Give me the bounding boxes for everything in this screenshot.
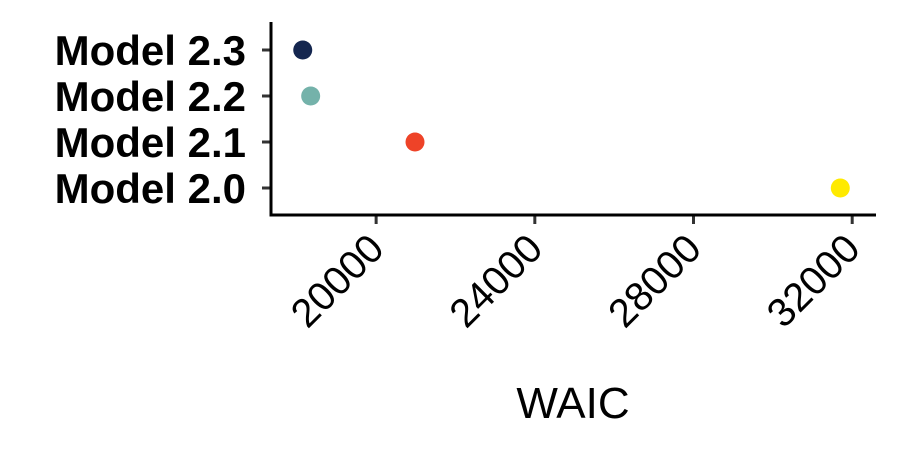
x-tick-label: 28000 <box>600 226 710 336</box>
x-axis-label: WAIC <box>516 379 629 428</box>
data-points <box>293 40 850 198</box>
x-tick-label: 32000 <box>759 226 869 336</box>
data-point-model-2-3 <box>293 40 313 60</box>
data-point-model-2-2 <box>301 86 321 106</box>
y-tick-label: Model 2.0 <box>55 165 246 212</box>
x-tick-label: 20000 <box>283 226 393 336</box>
data-point-model-2-1 <box>405 132 425 152</box>
data-point-model-2-0 <box>830 178 850 198</box>
y-tick-label: Model 2.1 <box>55 119 246 166</box>
y-tick-label: Model 2.3 <box>55 27 246 74</box>
y-tick-label: Model 2.2 <box>55 73 246 120</box>
x-tick-labels: 20000 24000 28000 32000 <box>283 226 869 336</box>
x-tick-label: 24000 <box>441 226 551 336</box>
